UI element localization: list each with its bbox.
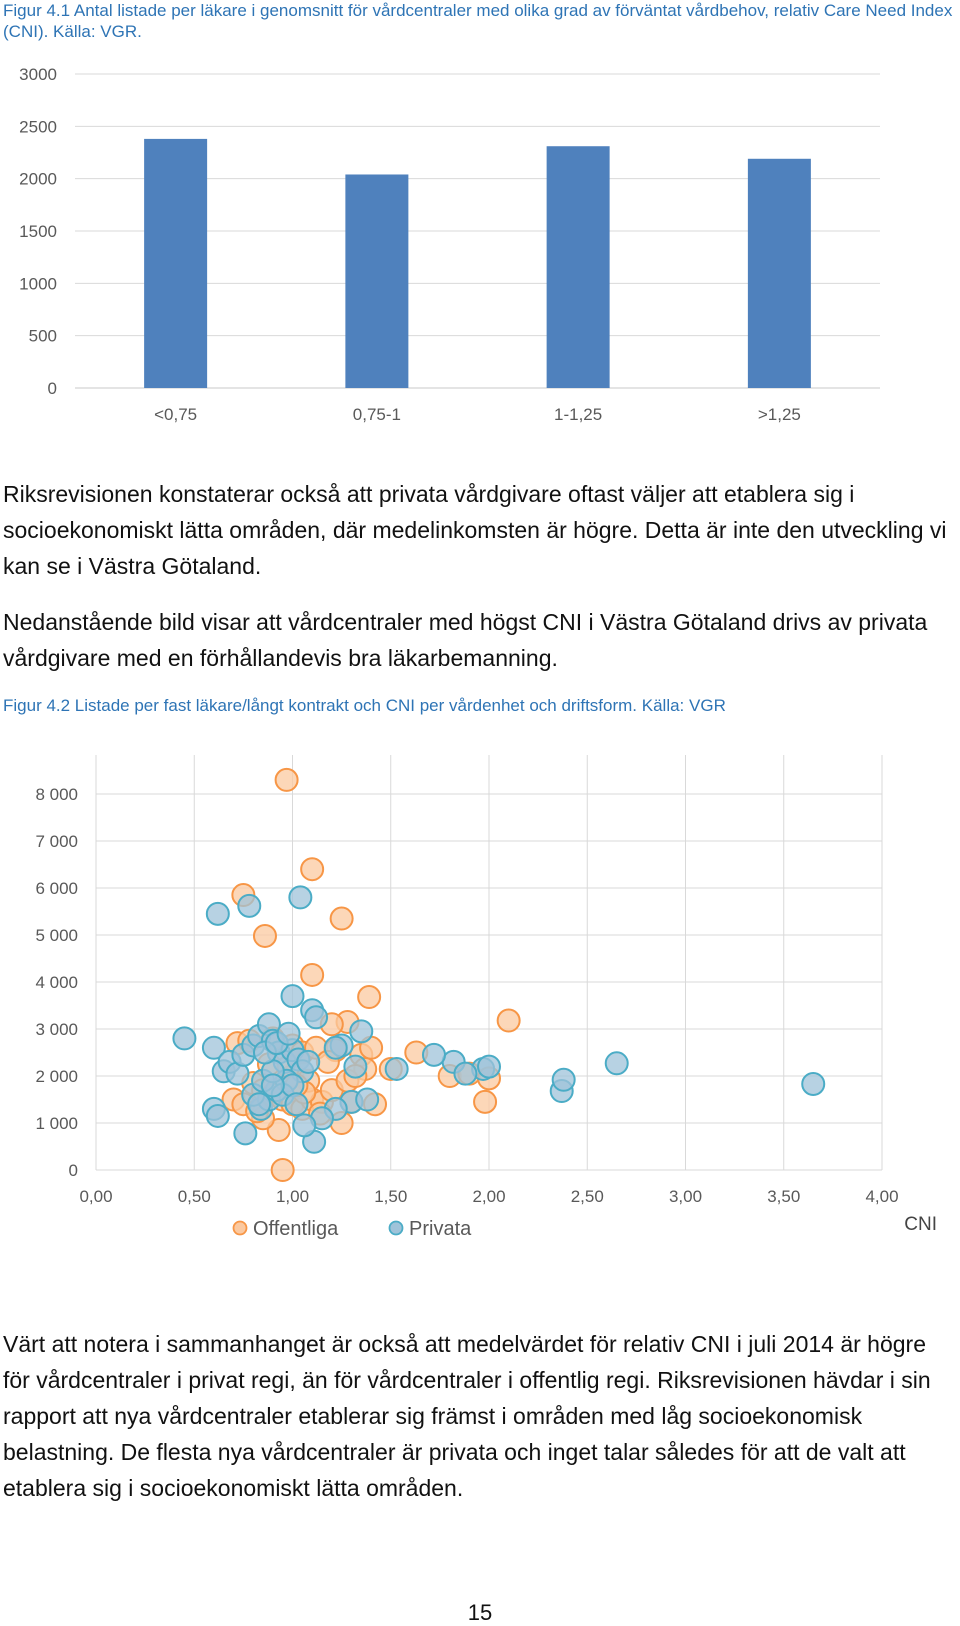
scatter-chart: 0 1 000 2 000 3 000 4 000 5 000 6 000 7 000 8 00… xyxy=(35,755,937,1240)
x-axis-label: CNI xyxy=(904,1214,937,1235)
paragraph-1: Riksrevisionen konstaterar också att pri… xyxy=(3,481,947,579)
bar xyxy=(546,146,610,388)
data-point-privata xyxy=(284,1092,309,1117)
legend-marker xyxy=(388,1220,404,1236)
y-tick-label: 500 xyxy=(29,327,57,346)
data-point-privata xyxy=(280,984,305,1009)
data-point-privata xyxy=(323,1035,348,1060)
y-tick-label: 7 000 xyxy=(35,832,78,851)
y-tick-label: 2000 xyxy=(19,170,57,189)
x-tick-label: 1,50 xyxy=(374,1187,407,1206)
y-tick-label: 5 000 xyxy=(35,926,78,945)
x-tick-label: 3,00 xyxy=(669,1187,702,1206)
y-tick-label: 2 000 xyxy=(35,1067,78,1086)
legend-label: Offentliga xyxy=(253,1218,339,1240)
x-tick-label: 2,00 xyxy=(472,1187,505,1206)
y-tick-label: 1 000 xyxy=(35,1114,78,1133)
page-number: 15 xyxy=(467,1600,493,1625)
data-point-privata xyxy=(801,1071,826,1096)
y-tick-label: 3 000 xyxy=(35,1020,78,1039)
x-tick-label: 0,00 xyxy=(79,1187,112,1206)
data-point-privata xyxy=(355,1087,380,1112)
data-point-offentliga xyxy=(270,1158,295,1182)
data-point-privata xyxy=(201,1035,226,1060)
data-point-offentliga xyxy=(252,923,277,948)
data-point-offentliga xyxy=(496,1008,521,1033)
data-point-offentliga xyxy=(274,767,299,792)
x-tick-label: >1,25 xyxy=(758,405,801,424)
data-point-privata xyxy=(276,1021,301,1046)
data-point-privata xyxy=(421,1042,446,1067)
x-tick-label: 1,00 xyxy=(276,1187,309,1206)
paragraph-3: Värt att notera i sammanhanget är också … xyxy=(3,1331,931,1501)
data-point-privata xyxy=(172,1026,197,1051)
y-tick-label: 2500 xyxy=(19,117,57,136)
data-point-privata xyxy=(349,1019,374,1044)
data-point-privata xyxy=(205,1103,230,1128)
x-tick-label: 4,00 xyxy=(865,1187,898,1206)
figure-2-caption: Figur 4.2 Listade per fast läkare/långt … xyxy=(3,696,726,715)
y-tick-label: 3000 xyxy=(19,65,57,84)
x-tick-label: 2,50 xyxy=(571,1187,604,1206)
data-point-offentliga xyxy=(357,985,382,1010)
y-tick-label: 0 xyxy=(69,1161,78,1180)
x-tick-label: 1-1,25 xyxy=(554,405,602,424)
data-point-privata xyxy=(247,1092,272,1117)
bar xyxy=(747,158,811,388)
x-tick-label: 0,75-1 xyxy=(353,405,401,424)
data-point-privata xyxy=(477,1054,501,1079)
x-tick-label: 0,50 xyxy=(178,1187,211,1206)
data-point-privata xyxy=(343,1054,368,1079)
paragraph-2: Nedanstående bild visar att vårdcentrale… xyxy=(3,609,928,671)
y-tick-label: 9 000 xyxy=(35,755,78,757)
data-point-privata xyxy=(205,901,230,926)
y-tick-label: 4 000 xyxy=(35,973,78,992)
data-point-privata xyxy=(237,893,262,918)
data-point-privata xyxy=(304,1005,329,1030)
bar-chart: 0 500 1000 1500 2000 2500 3000 <0,75 0,75-1 1-1,… xyxy=(19,65,880,424)
legend-label: Privata xyxy=(409,1218,472,1240)
y-tick-label: 6 000 xyxy=(35,879,78,898)
data-point-privata xyxy=(384,1056,409,1081)
bar xyxy=(345,174,409,388)
data-point-offentliga xyxy=(300,962,325,987)
y-tick-label: 0 xyxy=(48,379,57,398)
y-tick-label: 1000 xyxy=(19,274,57,293)
data-point-privata xyxy=(296,1049,321,1074)
x-tick-label: 3,50 xyxy=(767,1187,800,1206)
data-point-privata xyxy=(604,1051,629,1076)
legend-marker xyxy=(232,1220,248,1236)
y-tick-label: 8 000 xyxy=(35,785,78,804)
data-point-privata xyxy=(292,1113,317,1138)
data-point-privata xyxy=(453,1061,478,1086)
data-point-offentliga xyxy=(473,1089,498,1114)
x-tick-label: <0,75 xyxy=(154,405,197,424)
data-point-privata xyxy=(288,885,313,910)
figure-1-caption: Figur 4.1 Antal listade per läkare i gen… xyxy=(3,1,953,41)
y-tick-label: 1500 xyxy=(19,222,57,241)
data-point-offentliga xyxy=(329,906,354,931)
data-point-privata xyxy=(233,1121,258,1146)
bar xyxy=(144,138,208,388)
data-point-privata xyxy=(551,1067,576,1092)
data-point-privata xyxy=(260,1073,285,1098)
data-point-offentliga xyxy=(300,857,325,882)
